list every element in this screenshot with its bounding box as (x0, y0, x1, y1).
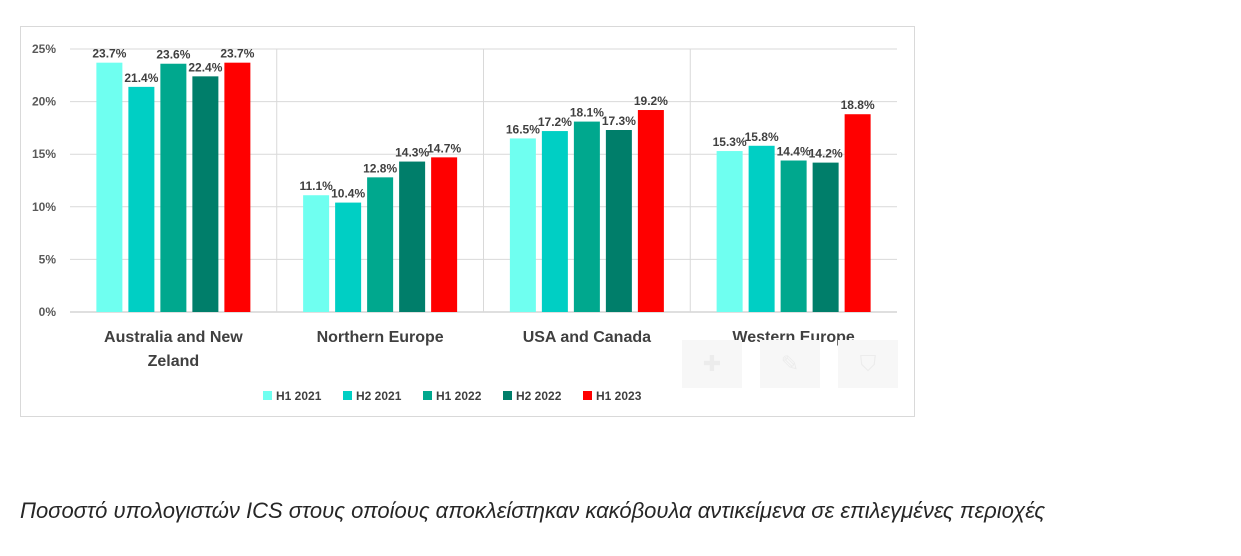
y-tick-label: 0% (39, 305, 57, 319)
data-label: 10.4% (331, 187, 365, 201)
data-label: 17.3% (602, 114, 636, 128)
y-tick-label: 10% (32, 200, 56, 214)
bar (716, 151, 743, 312)
y-tick-label: 25% (32, 42, 56, 56)
bar (780, 160, 807, 312)
data-label: 17.2% (538, 115, 572, 129)
bar (748, 145, 775, 312)
x-category-label: Zeland (148, 353, 200, 370)
legend-label: H2 2022 (516, 389, 562, 403)
legend-label: H1 2023 (596, 389, 642, 403)
data-label: 15.8% (745, 130, 779, 144)
data-label: 15.3% (713, 135, 747, 149)
bar (303, 195, 330, 312)
data-label: 22.4% (188, 60, 222, 74)
y-tick-label: 20% (32, 95, 56, 109)
data-label: 14.7% (427, 141, 461, 155)
data-label: 21.4% (124, 71, 158, 85)
bar-chart: 0%5%10%15%20%25% 23.7%21.4%23.6%22.4%23.7… (32, 42, 897, 403)
bar (509, 138, 536, 312)
data-label: 19.2% (634, 94, 668, 108)
legend-swatch (503, 391, 512, 400)
bar (96, 62, 123, 313)
x-category-label: Australia and New (104, 329, 243, 346)
legend-swatch (423, 391, 432, 400)
data-label: 11.1% (299, 179, 333, 193)
data-label: 23.6% (156, 48, 190, 62)
legend-label: H1 2022 (436, 389, 482, 403)
data-label: 18.8% (841, 98, 875, 112)
bar (224, 62, 251, 313)
bar (637, 110, 664, 313)
legend-swatch (583, 391, 592, 400)
bar (605, 130, 632, 312)
bar (192, 76, 219, 312)
bar (367, 177, 394, 312)
bar (541, 131, 568, 312)
bar (399, 161, 426, 312)
legend-label: H2 2021 (356, 389, 402, 403)
chart-container: 0% 5% 10% 15% 20% 25% 23.7% 21.4% 23.6% 22.4% 23.7… (20, 26, 915, 417)
bar (844, 114, 871, 312)
bar (335, 202, 362, 312)
bar (160, 63, 187, 313)
y-tick-label: 15% (32, 147, 56, 161)
legend-swatch (263, 391, 272, 400)
data-label: 18.1% (570, 106, 604, 120)
bar (812, 162, 839, 312)
figure-caption: Ποσοστό υπολογιστών ICS στους οποίους απ… (20, 498, 1046, 523)
x-category-label: USA and Canada (523, 329, 651, 346)
data-label: 23.7% (92, 47, 126, 61)
data-label: 14.3% (395, 146, 429, 160)
data-label: 23.7% (220, 47, 254, 61)
legend-swatch (343, 391, 352, 400)
filter-icon[interactable]: ⛉ (838, 340, 898, 388)
data-label: 14.2% (809, 147, 843, 161)
brush-icon[interactable]: ✎ (760, 340, 820, 388)
data-label: 14.4% (777, 145, 811, 159)
bar (128, 86, 155, 312)
data-label: 12.8% (363, 161, 397, 175)
bar (431, 157, 458, 312)
data-label: 16.5% (506, 122, 540, 136)
x-category-label: Northern Europe (317, 329, 444, 346)
bar (573, 121, 600, 312)
legend-label: H1 2021 (276, 389, 322, 403)
plus-icon[interactable]: ✚ (682, 340, 742, 388)
y-tick-label: 5% (39, 252, 57, 266)
